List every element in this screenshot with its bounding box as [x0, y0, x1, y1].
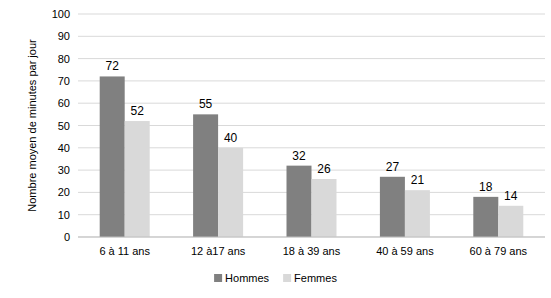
data-label: 55	[199, 97, 213, 111]
legend-label: Hommes	[225, 272, 270, 284]
data-label: 26	[317, 162, 331, 176]
y-tick-label: 80	[58, 53, 70, 65]
data-label: 52	[131, 104, 145, 118]
y-tick-label: 20	[58, 186, 70, 198]
chart-container: 0 10 20 30 40 50 60 70 80 90 100 Nombre moyen de mi…	[0, 0, 551, 298]
bar	[193, 114, 218, 237]
bar	[100, 76, 125, 237]
y-tick-label: 40	[58, 142, 70, 154]
bar	[287, 166, 312, 237]
data-label: 32	[292, 149, 306, 163]
y-tick-label: 0	[64, 231, 70, 243]
legend: Hommes Femmes	[214, 272, 337, 284]
grid-line	[78, 58, 545, 59]
bar	[380, 177, 405, 237]
data-label: 18	[479, 180, 493, 194]
grid-line	[78, 14, 545, 15]
data-label: 14	[504, 189, 518, 203]
bar	[218, 148, 243, 237]
data-label: 40	[224, 131, 238, 145]
grid-line	[78, 103, 545, 104]
x-tick-label: 6 à 11 ans	[99, 245, 150, 257]
x-tick-label: 12 à17 ans	[191, 245, 246, 257]
legend-label: Femmes	[294, 272, 337, 284]
y-tick-label: 100	[52, 8, 70, 20]
data-labels: 72 52 55 40 32 26 27 21 18 14	[106, 59, 518, 202]
bar	[405, 190, 430, 237]
legend-swatch	[283, 274, 291, 282]
y-tick-label: 30	[58, 164, 70, 176]
y-axis-label: Nombre moyen de minutes par jour	[26, 39, 38, 212]
grid	[78, 14, 545, 237]
x-axis-line	[78, 237, 545, 238]
chart-svg: 0 10 20 30 40 50 60 70 80 90 100 Nombre moyen de mi…	[0, 0, 551, 298]
x-tick-label: 40 à 59 ans	[376, 245, 434, 257]
x-tick-label: 18 à 39 ans	[283, 245, 341, 257]
x-tick-label: 60 à 79 ans	[470, 245, 528, 257]
bar	[312, 179, 337, 237]
y-tick-label: 90	[58, 30, 70, 42]
grid-line	[78, 80, 545, 81]
bars	[100, 76, 524, 237]
y-tick-label: 60	[58, 97, 70, 109]
grid-line	[78, 237, 545, 238]
y-tick-label: 50	[58, 120, 70, 132]
y-tick-label: 10	[58, 209, 70, 221]
bar	[125, 121, 150, 237]
data-label: 21	[411, 173, 425, 187]
legend-swatch	[214, 274, 222, 282]
grid-line	[78, 36, 545, 37]
background	[0, 0, 551, 298]
y-tick-label: 70	[58, 75, 70, 87]
data-label: 72	[106, 59, 120, 73]
bar	[498, 206, 523, 237]
data-label: 27	[386, 160, 400, 174]
bar	[473, 197, 498, 237]
